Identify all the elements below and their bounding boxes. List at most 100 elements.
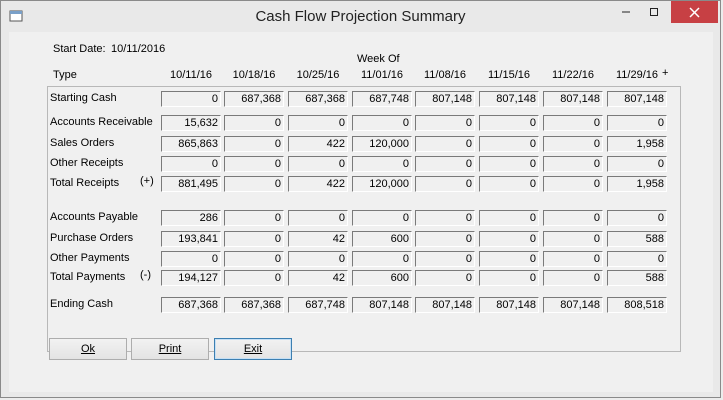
print-button[interactable]: Print bbox=[131, 338, 209, 360]
other-receipts-cell[interactable]: 0 bbox=[161, 156, 221, 172]
other-payments-cell[interactable]: 0 bbox=[224, 251, 284, 267]
starting-cash-cell[interactable]: 0 bbox=[161, 91, 221, 107]
other-payments-cell[interactable]: 0 bbox=[479, 251, 539, 267]
starting-cash-cell[interactable]: 807,148 bbox=[479, 91, 539, 107]
ending-cash-cell[interactable]: 687,368 bbox=[161, 297, 221, 313]
accounts-payable-cell[interactable]: 0 bbox=[352, 210, 412, 226]
total-receipts-cell[interactable]: 0 bbox=[224, 176, 284, 192]
starting-cash-cell[interactable]: 687,368 bbox=[288, 91, 348, 107]
title-bar[interactable]: Cash Flow Projection Summary bbox=[1, 1, 720, 32]
total-receipts-cell[interactable]: 120,000 bbox=[352, 176, 412, 192]
other-receipts-cell[interactable]: 0 bbox=[415, 156, 475, 172]
sales-orders-label: Sales Orders bbox=[50, 137, 115, 149]
accounts-payable-cell[interactable]: 0 bbox=[224, 210, 284, 226]
starting-cash-cell[interactable]: 687,748 bbox=[352, 91, 412, 107]
purchase-orders-cell[interactable]: 600 bbox=[352, 231, 412, 247]
accounts-receivable-cell[interactable]: 0 bbox=[288, 115, 348, 131]
cell-value: 807,148 bbox=[496, 299, 536, 311]
accounts-payable-cell[interactable]: 0 bbox=[415, 210, 475, 226]
maximize-button[interactable] bbox=[641, 1, 667, 23]
total-receipts-cell[interactable]: 0 bbox=[415, 176, 475, 192]
total-payments-cell[interactable]: 0 bbox=[543, 270, 603, 286]
other-receipts-cell[interactable]: 0 bbox=[543, 156, 603, 172]
purchase-orders-cell[interactable]: 0 bbox=[543, 231, 603, 247]
cell-value: 0 bbox=[465, 117, 472, 129]
ok-button[interactable]: Ok bbox=[49, 338, 127, 360]
total-payments-cell[interactable]: 0 bbox=[224, 270, 284, 286]
cell-value: 0 bbox=[529, 178, 536, 190]
purchase-orders-cell[interactable]: 42 bbox=[288, 231, 348, 247]
purchase-orders-cell[interactable]: 193,841 bbox=[161, 231, 221, 247]
accounts-receivable-cell[interactable]: 0 bbox=[224, 115, 284, 131]
sales-orders-cell[interactable]: 0 bbox=[479, 136, 539, 152]
ending-cash-cell[interactable]: 807,148 bbox=[479, 297, 539, 313]
total-payments-cell[interactable]: 600 bbox=[352, 270, 412, 286]
cell-value: 0 bbox=[338, 117, 345, 129]
accounts-payable-cell[interactable]: 286 bbox=[161, 210, 221, 226]
total-receipts-cell[interactable]: 0 bbox=[479, 176, 539, 192]
sales-orders-cell[interactable]: 0 bbox=[543, 136, 603, 152]
sales-orders-cell[interactable]: 1,958 bbox=[607, 136, 667, 152]
sales-orders-cell[interactable]: 865,863 bbox=[161, 136, 221, 152]
total-payments-cell[interactable]: 194,127 bbox=[161, 270, 221, 286]
accounts-payable-cell[interactable]: 0 bbox=[607, 210, 667, 226]
total-payments-cell[interactable]: 42 bbox=[288, 270, 348, 286]
sales-orders-cell[interactable]: 422 bbox=[288, 136, 348, 152]
total-payments-cell[interactable]: 0 bbox=[479, 270, 539, 286]
ending-cash-cell[interactable]: 807,148 bbox=[543, 297, 603, 313]
accounts-payable-cell[interactable]: 0 bbox=[288, 210, 348, 226]
total-receipts-cell[interactable]: 1,958 bbox=[607, 176, 667, 192]
starting-cash-cell[interactable]: 807,148 bbox=[607, 91, 667, 107]
sales-orders-cell[interactable]: 0 bbox=[224, 136, 284, 152]
other-payments-cell[interactable]: 0 bbox=[415, 251, 475, 267]
total-receipts-cell[interactable]: 422 bbox=[288, 176, 348, 192]
total-payments-label: Total Payments bbox=[50, 271, 126, 283]
accounts-receivable-cell[interactable]: 0 bbox=[479, 115, 539, 131]
plus-marker[interactable]: + bbox=[662, 67, 669, 79]
cell-value: 193,841 bbox=[178, 233, 218, 245]
other-payments-cell[interactable]: 0 bbox=[352, 251, 412, 267]
cell-value: 0 bbox=[402, 158, 409, 170]
ending-cash-cell[interactable]: 687,748 bbox=[288, 297, 348, 313]
total-payments-cell[interactable]: 588 bbox=[607, 270, 667, 286]
close-button[interactable] bbox=[671, 1, 718, 23]
ending-cash-cell[interactable]: 807,148 bbox=[352, 297, 412, 313]
purchase-orders-cell[interactable]: 0 bbox=[479, 231, 539, 247]
purchase-orders-cell[interactable]: 0 bbox=[224, 231, 284, 247]
cell-value: 0 bbox=[529, 117, 536, 129]
sales-orders-cell[interactable]: 120,000 bbox=[352, 136, 412, 152]
exit-button[interactable]: Exit bbox=[214, 338, 292, 360]
accounts-receivable-cell[interactable]: 0 bbox=[415, 115, 475, 131]
sales-orders-cell[interactable]: 0 bbox=[415, 136, 475, 152]
other-receipts-cell[interactable]: 0 bbox=[479, 156, 539, 172]
purchase-orders-cell[interactable]: 0 bbox=[415, 231, 475, 247]
other-payments-cell[interactable]: 0 bbox=[607, 251, 667, 267]
purchase-orders-cell[interactable]: 588 bbox=[607, 231, 667, 247]
accounts-receivable-cell[interactable]: 0 bbox=[352, 115, 412, 131]
window-icon[interactable] bbox=[9, 9, 23, 23]
other-payments-cell[interactable]: 0 bbox=[161, 251, 221, 267]
starting-cash-cell[interactable]: 807,148 bbox=[415, 91, 475, 107]
starting-cash-cell[interactable]: 807,148 bbox=[543, 91, 603, 107]
other-payments-cell[interactable]: 0 bbox=[288, 251, 348, 267]
ending-cash-cell[interactable]: 807,148 bbox=[415, 297, 475, 313]
accounts-receivable-cell[interactable]: 15,632 bbox=[161, 115, 221, 131]
accounts-payable-cell[interactable]: 0 bbox=[543, 210, 603, 226]
minimize-button[interactable] bbox=[613, 1, 639, 23]
cell-value: 881,495 bbox=[178, 178, 218, 190]
accounts-receivable-cell[interactable]: 0 bbox=[607, 115, 667, 131]
other-receipts-cell[interactable]: 0 bbox=[288, 156, 348, 172]
starting-cash-cell[interactable]: 687,368 bbox=[224, 91, 284, 107]
total-receipts-cell[interactable]: 0 bbox=[543, 176, 603, 192]
other-receipts-cell[interactable]: 0 bbox=[224, 156, 284, 172]
other-receipts-cell[interactable]: 0 bbox=[607, 156, 667, 172]
ending-cash-cell[interactable]: 808,518 bbox=[607, 297, 667, 313]
total-receipts-cell[interactable]: 881,495 bbox=[161, 176, 221, 192]
cell-value: 687,368 bbox=[241, 93, 281, 105]
other-receipts-cell[interactable]: 0 bbox=[352, 156, 412, 172]
other-payments-cell[interactable]: 0 bbox=[543, 251, 603, 267]
ending-cash-cell[interactable]: 687,368 bbox=[224, 297, 284, 313]
total-payments-cell[interactable]: 0 bbox=[415, 270, 475, 286]
accounts-payable-cell[interactable]: 0 bbox=[479, 210, 539, 226]
accounts-receivable-cell[interactable]: 0 bbox=[543, 115, 603, 131]
